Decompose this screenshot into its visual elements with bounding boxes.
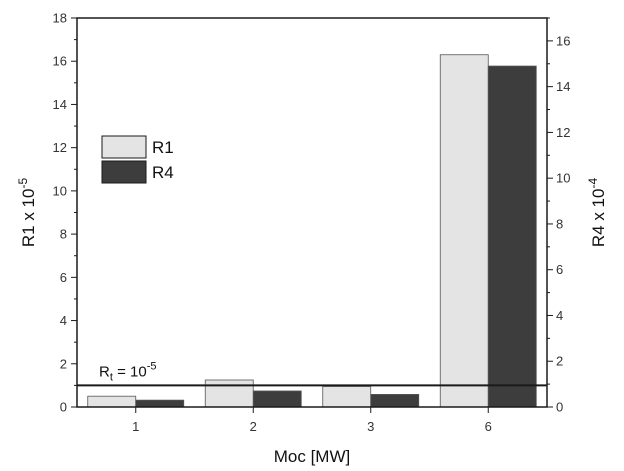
- bar-r4-2: [252, 390, 302, 408]
- y-axis-right-title-base: R4 x 10: [589, 189, 608, 248]
- bar-r1-1: [87, 395, 137, 408]
- y-left-tick-label-16: 16: [53, 54, 67, 69]
- bars-layer: [87, 54, 537, 408]
- y-axis-right-title: R4 x 10-4: [586, 178, 608, 248]
- threshold-label-sub: t: [110, 371, 113, 383]
- x-axis-title: Moc [MW]: [274, 447, 351, 466]
- x-tick-label-2: 2: [250, 419, 257, 434]
- threshold-label-mid: = 10: [113, 363, 147, 380]
- y-axis-left-title-exp: -5: [16, 178, 30, 189]
- y-right-tick-label-10: 10: [556, 171, 570, 186]
- y-left-tick-label-10: 10: [53, 183, 67, 198]
- legend: R1 R4: [101, 135, 174, 184]
- y-left-tick-label-2: 2: [60, 356, 67, 371]
- y-axis-right-title-exp: -4: [586, 178, 600, 189]
- bar-r4-3: [370, 394, 420, 408]
- x-tick-label-1: 1: [132, 419, 139, 434]
- legend-swatch-r4: [101, 160, 147, 184]
- bar-r1-6: [439, 54, 489, 408]
- threshold-label: Rt = 10-5: [99, 360, 156, 383]
- y-left-tick-label-8: 8: [60, 227, 67, 242]
- y-right-tick-label-2: 2: [556, 354, 563, 369]
- threshold-label-exp: -5: [147, 360, 157, 372]
- y-axis-left-title: R1 x 10-5: [16, 178, 38, 248]
- y-left-tick-label-12: 12: [53, 140, 67, 155]
- legend-label-r1: R1: [152, 138, 174, 157]
- y-left-tick-label-18: 18: [53, 11, 67, 26]
- y-right-tick-label-16: 16: [556, 33, 570, 48]
- legend-swatch-r1: [101, 135, 147, 159]
- y-left-tick-label-4: 4: [60, 313, 67, 328]
- bar-r4-6: [487, 65, 537, 408]
- y-right-tick-label-14: 14: [556, 79, 570, 94]
- threshold-label-base: R: [99, 363, 110, 380]
- y-left-tick-label-0: 0: [60, 400, 67, 415]
- y-right-tick-label-0: 0: [556, 400, 563, 415]
- bar-r1-3: [322, 386, 372, 408]
- y-right-tick-label-12: 12: [556, 125, 570, 140]
- x-tick-label-3: 3: [367, 419, 374, 434]
- y-left-tick-label-6: 6: [60, 270, 67, 285]
- y-axis-left-title-base: R1 x 10: [19, 189, 38, 248]
- bar-r4-1: [135, 399, 185, 408]
- x-tick-label-6: 6: [485, 419, 492, 434]
- y-right-tick-label-8: 8: [556, 216, 563, 231]
- bar-r1-2: [204, 379, 254, 408]
- y-left-tick-label-14: 14: [53, 97, 67, 112]
- y-right-tick-label-6: 6: [556, 262, 563, 277]
- legend-label-r4: R4: [152, 163, 174, 182]
- y-right-tick-label-4: 4: [556, 308, 563, 323]
